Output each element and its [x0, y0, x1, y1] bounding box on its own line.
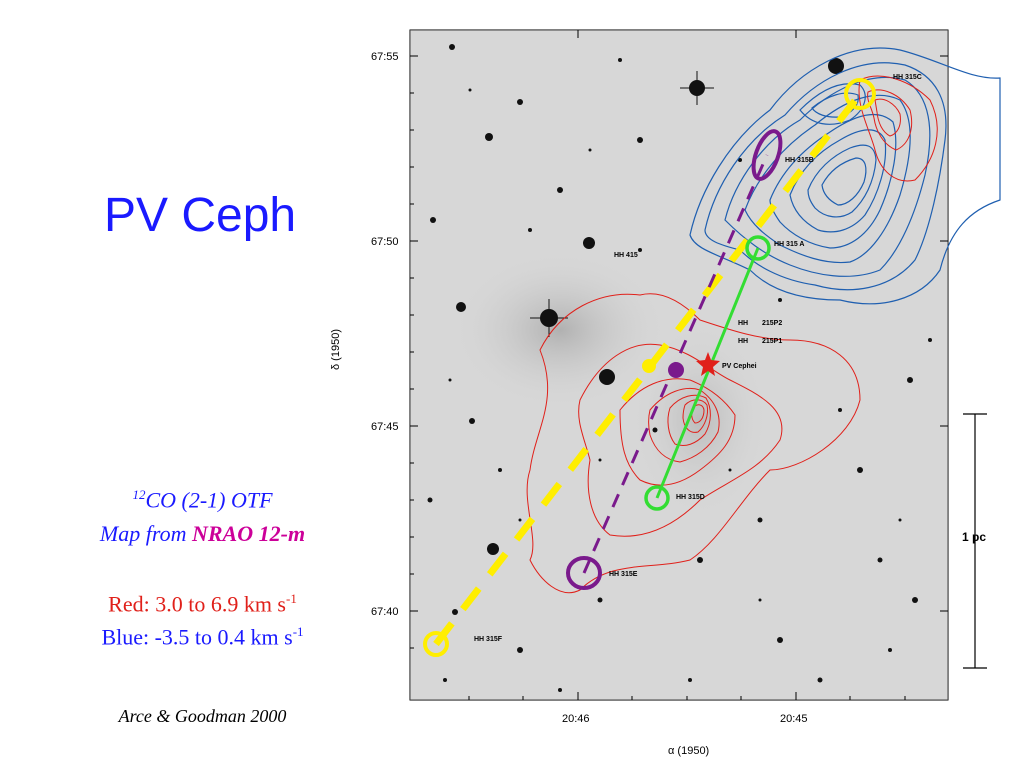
green-outflow-axis	[655, 247, 760, 499]
hh315d-marker	[644, 485, 670, 511]
co-caption-line2: Map from NRAO 12-m	[40, 521, 365, 547]
label-hh315b: HH 315B	[785, 157, 814, 164]
hh315b-marker	[751, 129, 783, 181]
frame-ticks	[410, 30, 948, 700]
purple-source-dot	[668, 362, 684, 378]
blue-velocity-range: Blue: -3.5 to 0.4 km s-1	[40, 624, 365, 650]
blue-velocity-text: Blue: -3.5 to 0.4 km s	[101, 624, 293, 650]
label-hh315e: HH 315E	[609, 571, 638, 578]
co-caption-line1: 12CO (2-1) OTF	[40, 487, 365, 513]
label-hh215p1-prefix: HH	[738, 338, 748, 345]
label-hh215p2-id: 215P2	[762, 320, 782, 327]
hh315c-marker	[844, 78, 876, 110]
nebula-glow	[630, 320, 770, 520]
label-hh315a: HH 315 A	[774, 241, 804, 248]
red-contours	[526, 75, 938, 594]
red-velocity-range: Red: 3.0 to 6.9 km s-1	[40, 591, 365, 617]
x-axis-epoch: (1950)	[677, 745, 710, 757]
label-hh415: HH 415	[614, 252, 638, 259]
label-hh215p1-id: 215P1	[762, 338, 782, 345]
nebula-glow	[450, 250, 670, 410]
blue-contours	[689, 47, 1001, 305]
scale-bar-label: 1 pc	[962, 530, 987, 544]
hh315e-marker	[566, 556, 602, 590]
yellow-outflow-axis	[433, 91, 863, 647]
label-hh315c: HH 315C	[893, 74, 922, 81]
y-tick-6740: 67:40	[371, 606, 399, 618]
label-pv-cephei: PV Cephei	[722, 363, 757, 370]
scale-bar	[963, 413, 987, 669]
map-from-text: Map from	[99, 521, 192, 546]
yellow-source-dot	[642, 359, 656, 373]
isotope-superscript: 12	[132, 487, 146, 502]
y-tick-6745: 67:45	[371, 421, 399, 433]
x-axis-label: α (1950)	[668, 745, 709, 757]
hh315f-marker	[423, 631, 449, 657]
slide-title: PV Ceph	[104, 189, 297, 242]
nrao-text: NRAO 12-m	[192, 521, 306, 546]
co-caption-text: CO (2-1) OTF	[145, 487, 273, 513]
blue-velocity-exp: -1	[292, 624, 304, 639]
hh315a-marker	[745, 235, 771, 261]
pv-cephei-star-icon	[696, 352, 720, 376]
alpha-symbol: α	[668, 745, 675, 757]
y-tick-6750: 67:50	[371, 236, 399, 248]
label-hh315d: HH 315D	[676, 494, 705, 501]
label-hh215p2-prefix: HH	[738, 320, 748, 327]
red-velocity-exp: -1	[286, 591, 297, 606]
x-tick-2046: 20:46	[562, 713, 590, 725]
red-velocity-text: Red: 3.0 to 6.9 km s	[108, 591, 286, 617]
reference-citation: Arce & Goodman 2000	[118, 706, 287, 726]
star-field	[427, 44, 932, 692]
y-tick-6755: 67:55	[371, 51, 399, 63]
x-tick-2045: 20:45	[780, 713, 808, 725]
label-hh315f: HH 315F	[474, 636, 503, 643]
